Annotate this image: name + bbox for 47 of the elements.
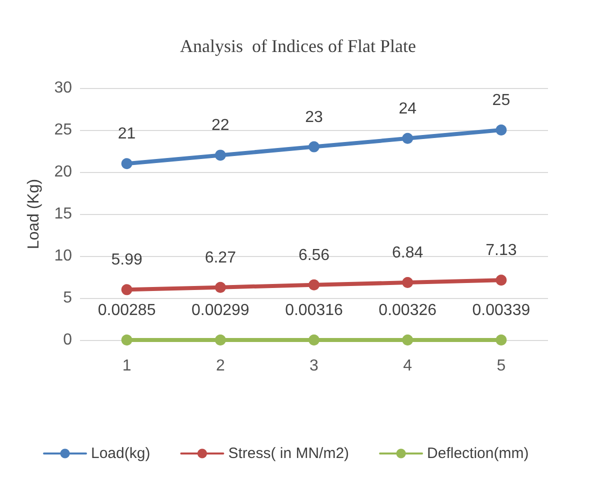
data-label: 6.84 (392, 244, 424, 262)
point (402, 132, 414, 144)
point (308, 334, 320, 346)
x-tick-label: 3 (310, 358, 319, 374)
x-tick-label: 1 (122, 358, 132, 374)
data-label: 23 (305, 108, 323, 126)
data-label: 6.27 (204, 249, 236, 266)
y-tick-label: 20 (54, 164, 72, 180)
point (121, 334, 132, 346)
point (121, 284, 132, 296)
point (496, 274, 507, 286)
data-label: 0.00326 (378, 302, 437, 319)
data-label: 25 (492, 92, 510, 109)
data-label: 22 (212, 117, 230, 134)
point (402, 277, 414, 288)
x-tick-label: 2 (216, 358, 225, 374)
y-tick-label: 25 (54, 122, 72, 138)
data-label: 7.13 (486, 242, 517, 260)
point (308, 141, 320, 152)
y-tick-label: 15 (54, 206, 72, 222)
point (214, 150, 226, 161)
data-label: 0.00285 (98, 302, 156, 319)
data-label: 24 (398, 100, 417, 118)
legend-label: Stress( in MN/m2) (228, 445, 350, 462)
legend-label: Load(kg) (91, 445, 150, 462)
data-label: 6.56 (298, 246, 330, 264)
point (121, 158, 132, 170)
point (214, 334, 226, 346)
data-label: 5.99 (111, 252, 142, 269)
chart-title: Analysis of Indices of Flat Plate (180, 36, 416, 56)
y-tick-label: 10 (54, 248, 72, 264)
x-tick-label: 4 (403, 358, 412, 374)
point (214, 282, 226, 293)
y-tick-label: 30 (54, 80, 72, 96)
x-tick-label: 5 (496, 358, 506, 374)
point (402, 334, 414, 346)
legend-label: Deflection(mm) (427, 445, 529, 462)
data-label: 0.00299 (191, 302, 250, 319)
y-tick-label: 0 (63, 332, 72, 348)
data-label: 21 (118, 126, 136, 143)
data-label: 0.00316 (285, 302, 344, 319)
point (496, 124, 507, 136)
data-label: 0.00339 (472, 302, 530, 319)
point (308, 279, 320, 290)
y-axis-title: Load (Kg) (26, 178, 42, 250)
point (496, 334, 507, 346)
y-tick-label: 5 (63, 290, 72, 306)
